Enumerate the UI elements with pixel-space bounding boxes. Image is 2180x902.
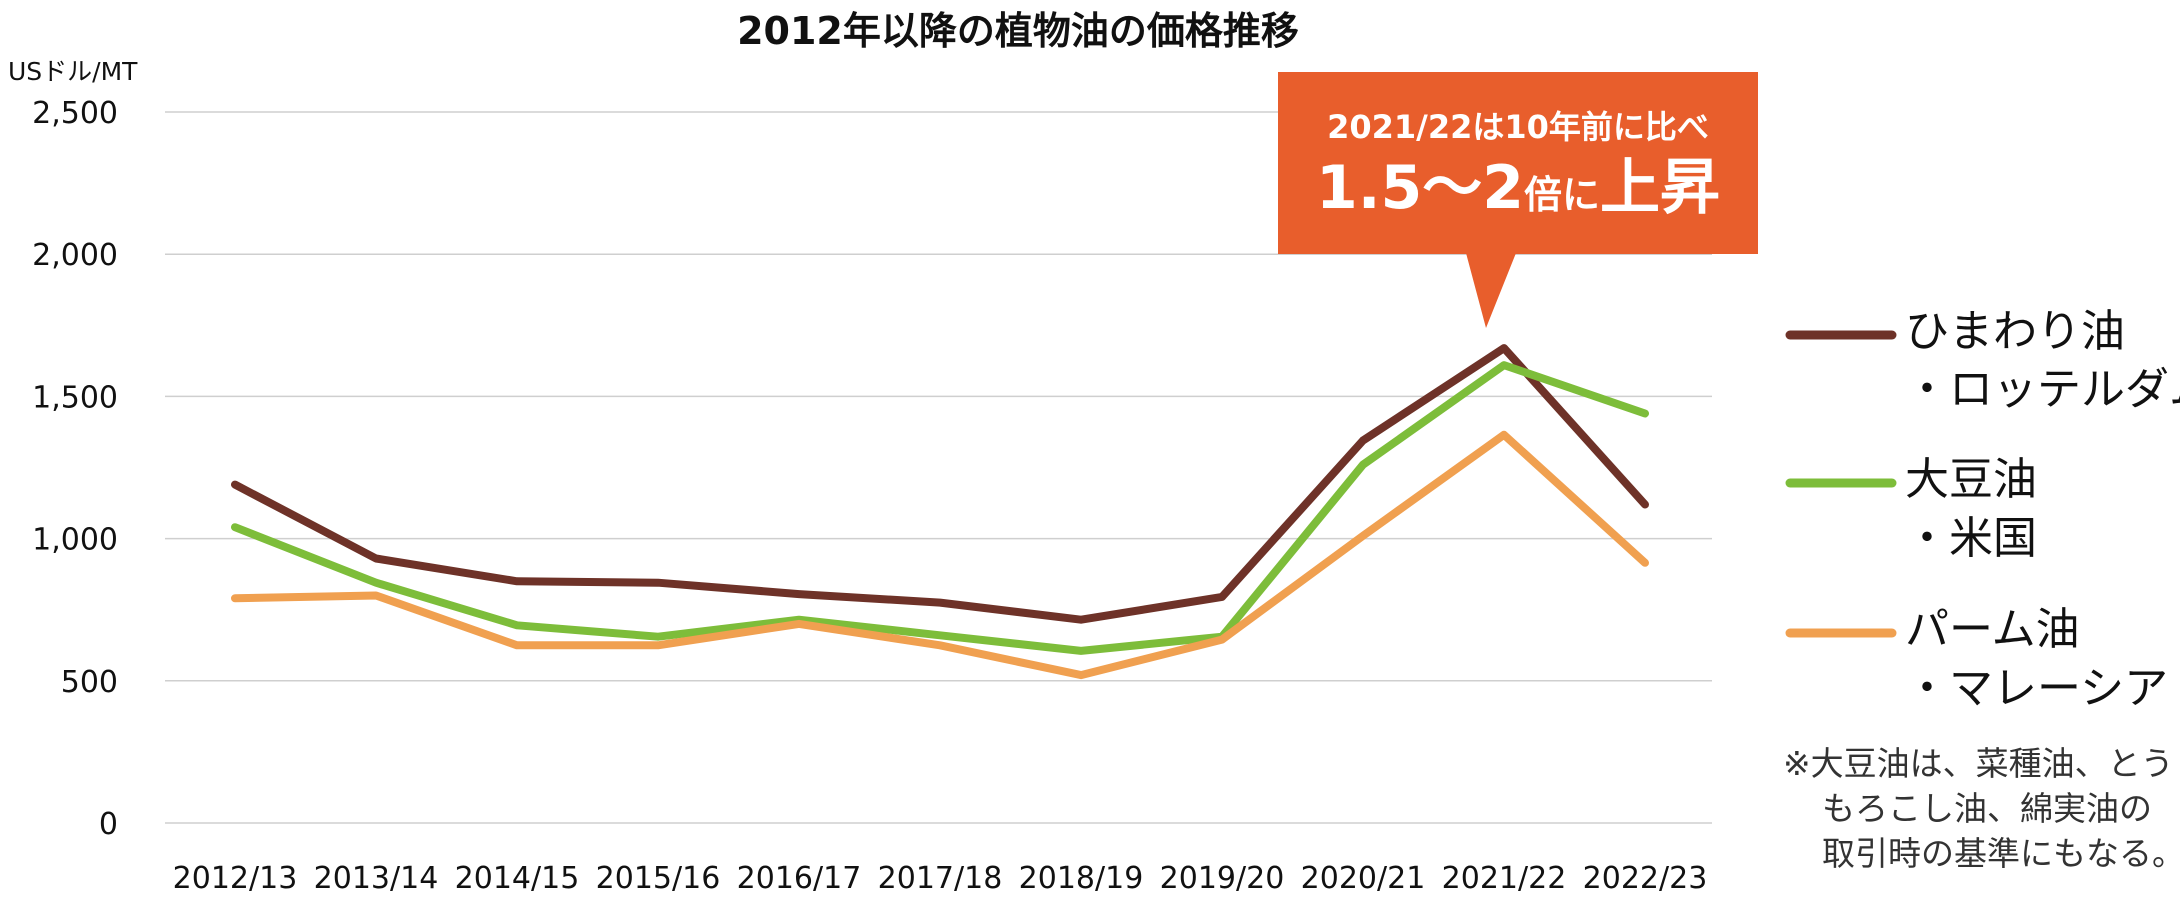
footnote-line-1: ※大豆油は、菜種油、とう	[1783, 744, 2174, 783]
x-tick-label: 2016/17	[737, 861, 862, 896]
x-tick-label: 2013/14	[314, 861, 439, 896]
x-tick-label: 2018/19	[1019, 861, 1144, 896]
x-tick-label: 2021/22	[1442, 861, 1567, 896]
callout-box	[1278, 72, 1758, 254]
x-tick-label: 2019/20	[1160, 861, 1285, 896]
legend-label-sunflower-2: ・ロッテルダム	[1905, 364, 2180, 415]
y-tick-label: 2,500	[32, 96, 118, 131]
chart-title: 2012年以降の植物油の価格推移	[737, 9, 1299, 53]
series-line-soybean	[231, 361, 1649, 655]
y-tick-label: 500	[61, 665, 118, 700]
legend-label-soybean-1: 大豆油	[1905, 454, 2037, 505]
x-tick-label: 2014/15	[455, 861, 580, 896]
footnote-line-2: もろこし油、綿実油の	[1822, 789, 2152, 828]
series-line-palm	[231, 430, 1649, 680]
callout-pointer	[1466, 253, 1516, 328]
callout-annotation: 2021/22は10年前に比べ 1.5～2倍に上昇	[1278, 72, 1758, 328]
x-tick-label: 2012/13	[173, 861, 298, 896]
legend-label-sunflower-1: ひまわり油	[1905, 306, 2125, 357]
callout-line1: 2021/22は10年前に比べ	[1327, 108, 1709, 146]
footnote-line-3: 取引時の基準にもなる。	[1822, 834, 2180, 873]
series-line-sunflower	[231, 344, 1649, 624]
legend-label-soybean-2: ・米国	[1905, 513, 2037, 564]
gridlines	[165, 111, 1712, 824]
callout-line2: 1.5～2倍に上昇	[1316, 153, 1720, 223]
x-tick-label: 2022/23	[1583, 861, 1708, 896]
legend-label-palm-1: パーム油	[1905, 604, 2080, 655]
series-lines	[231, 344, 1649, 680]
footnote: ※大豆油は、菜種油、とう もろこし油、綿実油の 取引時の基準にもなる。	[1783, 744, 2180, 873]
y-tick-label: 1,500	[32, 380, 118, 415]
y-tick-label: 1,000	[32, 523, 118, 558]
legend-label-palm-2: ・マレーシア	[1905, 663, 2168, 714]
callout-rise: 上昇	[1600, 153, 1720, 223]
callout-ratio: 1.5～2	[1316, 153, 1524, 223]
legend: ひまわり油 ・ロッテルダム 大豆油 ・米国 パーム油 ・マレーシア	[1785, 306, 2180, 714]
y-axis-ticks: 0 500 1,000 1,500 2,000 2,500	[32, 96, 118, 842]
y-axis-unit-label: USドル/MT	[8, 57, 138, 86]
x-tick-label: 2020/21	[1301, 861, 1426, 896]
callout-times: 倍に	[1524, 173, 1600, 217]
y-tick-label: 2,000	[32, 238, 118, 273]
x-tick-label: 2015/16	[596, 861, 721, 896]
y-tick-label: 0	[99, 807, 118, 842]
x-axis-ticks: 2012/13 2013/14 2014/15 2015/16 2016/17 2017/…	[173, 861, 1708, 896]
x-tick-label: 2017/18	[878, 861, 1003, 896]
